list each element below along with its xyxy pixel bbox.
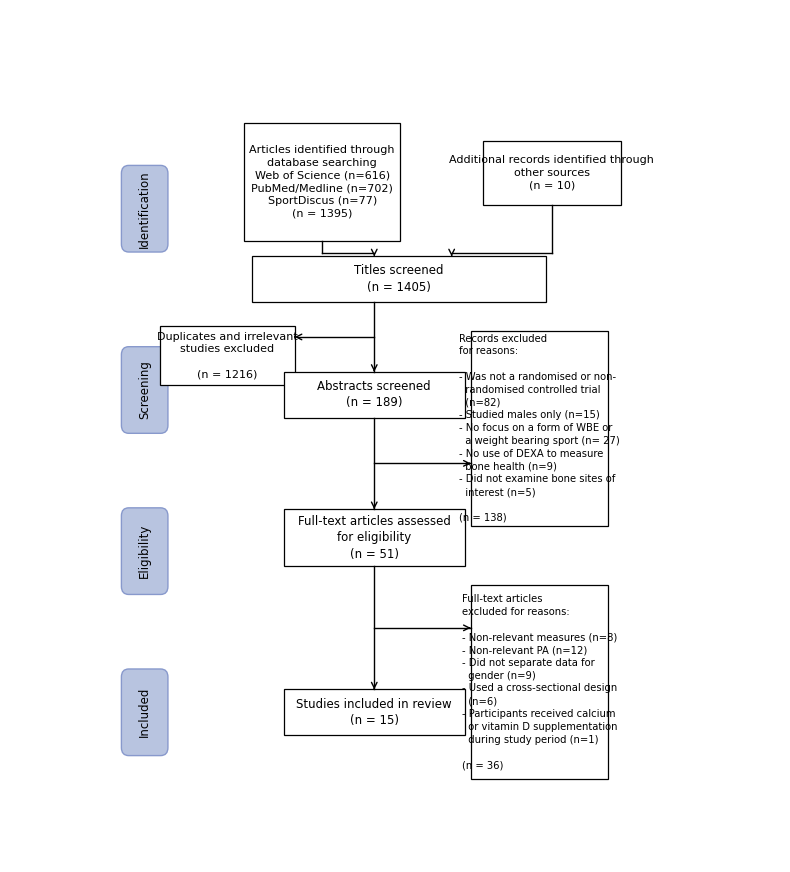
FancyBboxPatch shape: [252, 256, 546, 302]
FancyBboxPatch shape: [483, 141, 621, 205]
Text: Included: Included: [138, 687, 151, 738]
FancyBboxPatch shape: [244, 123, 401, 241]
Text: Full-text articles assessed
for eligibility
(n = 51): Full-text articles assessed for eligibil…: [298, 514, 451, 561]
Text: Full-text articles
excluded for reasons:

- Non-relevant measures (n=8)
- Non-re: Full-text articles excluded for reasons:…: [462, 594, 617, 770]
FancyBboxPatch shape: [122, 669, 168, 756]
Text: Titles screened
(n = 1405): Titles screened (n = 1405): [354, 264, 443, 294]
FancyBboxPatch shape: [284, 509, 465, 566]
FancyBboxPatch shape: [284, 690, 465, 735]
FancyBboxPatch shape: [160, 326, 295, 385]
FancyBboxPatch shape: [284, 371, 465, 418]
FancyBboxPatch shape: [122, 508, 168, 595]
Text: Additional records identified through
other sources
(n = 10): Additional records identified through ot…: [450, 155, 654, 191]
Text: Studies included in review
(n = 15): Studies included in review (n = 15): [296, 698, 452, 727]
Text: Screening: Screening: [138, 360, 151, 419]
Text: Abstracts screened
(n = 189): Abstracts screened (n = 189): [318, 380, 431, 410]
Text: Records excluded
for reasons:

- Was not a randomised or non-
  randomised contr: Records excluded for reasons: - Was not …: [459, 334, 620, 523]
Text: Identification: Identification: [138, 170, 151, 248]
FancyBboxPatch shape: [122, 347, 168, 433]
FancyBboxPatch shape: [471, 585, 608, 780]
FancyBboxPatch shape: [122, 166, 168, 252]
Text: Duplicates and irrelevant
studies excluded

(n = 1216): Duplicates and irrelevant studies exclud…: [157, 331, 298, 380]
FancyBboxPatch shape: [471, 330, 608, 526]
Text: Eligibility: Eligibility: [138, 524, 151, 578]
Text: Articles identified through
database searching
Web of Science (n=616)
PubMed/Med: Articles identified through database sea…: [250, 145, 395, 219]
